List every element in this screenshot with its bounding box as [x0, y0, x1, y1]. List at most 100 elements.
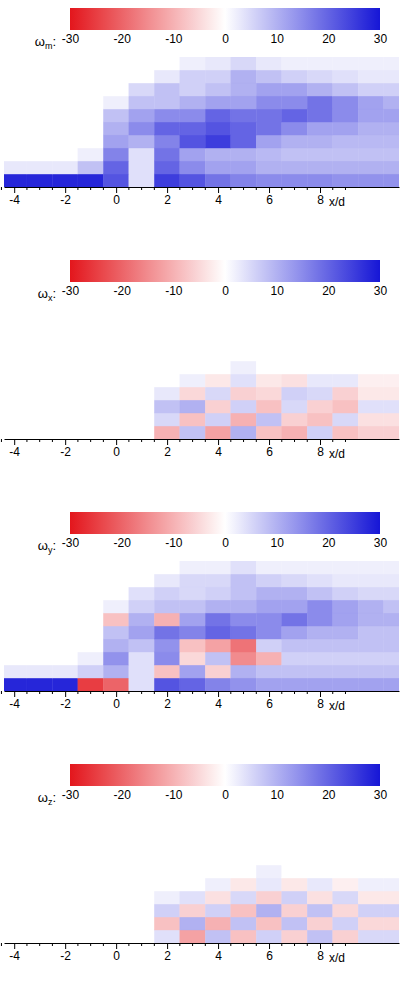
field-cell	[333, 335, 358, 348]
field-cell	[384, 826, 399, 839]
field-cell	[180, 374, 205, 387]
field	[4, 309, 399, 439]
field-cell	[129, 574, 154, 587]
x-tick: 6	[266, 439, 273, 459]
colorbar-tick: -20	[113, 282, 131, 298]
field-cell	[333, 374, 358, 387]
field-cell	[333, 122, 358, 135]
field-cell	[256, 309, 281, 322]
field-cell	[205, 57, 230, 70]
colorbar-tick-label: -20	[113, 284, 131, 298]
field-cell	[256, 904, 281, 917]
field-cell	[384, 322, 399, 335]
field-cell	[333, 917, 358, 930]
field-cell	[205, 930, 230, 943]
field-cell	[307, 813, 332, 826]
field-cell	[333, 322, 358, 335]
x-tick: 0	[113, 943, 120, 963]
field-cell	[154, 374, 179, 387]
colorbar-tick: -30	[62, 30, 80, 46]
colorbar-tick: 30	[374, 534, 388, 550]
field-cell	[358, 839, 383, 852]
field-cell	[129, 826, 154, 839]
x-minor-tick	[256, 943, 257, 946]
field-cell	[384, 574, 399, 587]
field-cell	[52, 665, 77, 678]
x-tick-label: 0	[113, 193, 120, 207]
field-cell	[78, 878, 103, 891]
field-cell	[384, 839, 399, 852]
field-cell	[205, 322, 230, 335]
field-cell	[27, 574, 52, 587]
field-cell	[333, 57, 358, 70]
field-cell	[78, 574, 103, 587]
field-cell	[205, 917, 230, 930]
field-cell	[282, 148, 307, 161]
field-cell	[78, 839, 103, 852]
field-cell	[358, 904, 383, 917]
field-cell	[307, 335, 332, 348]
field-cell	[78, 891, 103, 904]
colorbar-tick-label: -30	[62, 284, 80, 298]
x-tick-label: 0	[113, 445, 120, 459]
field-cell	[333, 348, 358, 361]
field-cell	[384, 626, 399, 639]
field-cell	[231, 574, 256, 587]
x-minor-tick	[154, 187, 155, 190]
panel-title: ωm:	[35, 34, 56, 51]
x-minor-tick	[154, 691, 155, 694]
field-cell	[4, 135, 27, 148]
x-tick: 6	[266, 943, 273, 963]
field-cell	[307, 904, 332, 917]
field-cell	[78, 361, 103, 374]
field-cell	[52, 652, 77, 665]
field-cell	[256, 161, 281, 174]
field-cell	[180, 930, 205, 943]
field-cell	[4, 57, 27, 70]
field-cell	[307, 161, 332, 174]
x-tick-label: -2	[60, 949, 71, 963]
field-cell	[52, 322, 77, 335]
field-cell	[231, 400, 256, 413]
x-minor-tick	[26, 187, 27, 190]
field-cell	[231, 561, 256, 574]
field-cell	[384, 135, 399, 148]
field-cell	[154, 335, 179, 348]
field-cell	[307, 839, 332, 852]
panel: -30-20-100102030ωm:-4-202468x/d	[1, 8, 403, 209]
field-cell	[205, 904, 230, 917]
field-cell	[282, 839, 307, 852]
field-cell	[180, 322, 205, 335]
field-cell	[52, 561, 77, 574]
field-cell	[154, 878, 179, 891]
field-cell	[333, 826, 358, 839]
field-cell	[103, 665, 128, 678]
colorbar-tick: -30	[62, 282, 80, 298]
x-tick: 0	[113, 187, 120, 207]
field-cell	[384, 865, 399, 878]
field-cell	[4, 161, 27, 174]
field-cell	[333, 413, 358, 426]
field-cell	[307, 626, 332, 639]
field-cell	[205, 361, 230, 374]
field-cell	[333, 930, 358, 943]
field-cell	[180, 904, 205, 917]
field-cell	[384, 148, 399, 161]
panel-title: ωx:	[38, 286, 56, 303]
colorbar-tick-label: -30	[62, 536, 80, 550]
field-cell	[78, 613, 103, 626]
x-minor-tick	[307, 187, 308, 190]
field-cell	[180, 917, 205, 930]
field-cell	[358, 600, 383, 613]
field-cell	[4, 426, 27, 439]
colorbar-tick-label: 10	[270, 284, 284, 298]
field-cell	[282, 587, 307, 600]
field-cell	[129, 387, 154, 400]
field-cell	[256, 891, 281, 904]
field-cell	[384, 400, 399, 413]
field-cell	[282, 865, 307, 878]
field-cell	[282, 413, 307, 426]
field-cell	[154, 904, 179, 917]
x-tick-label: 4	[215, 193, 222, 207]
field-cell	[256, 57, 281, 70]
